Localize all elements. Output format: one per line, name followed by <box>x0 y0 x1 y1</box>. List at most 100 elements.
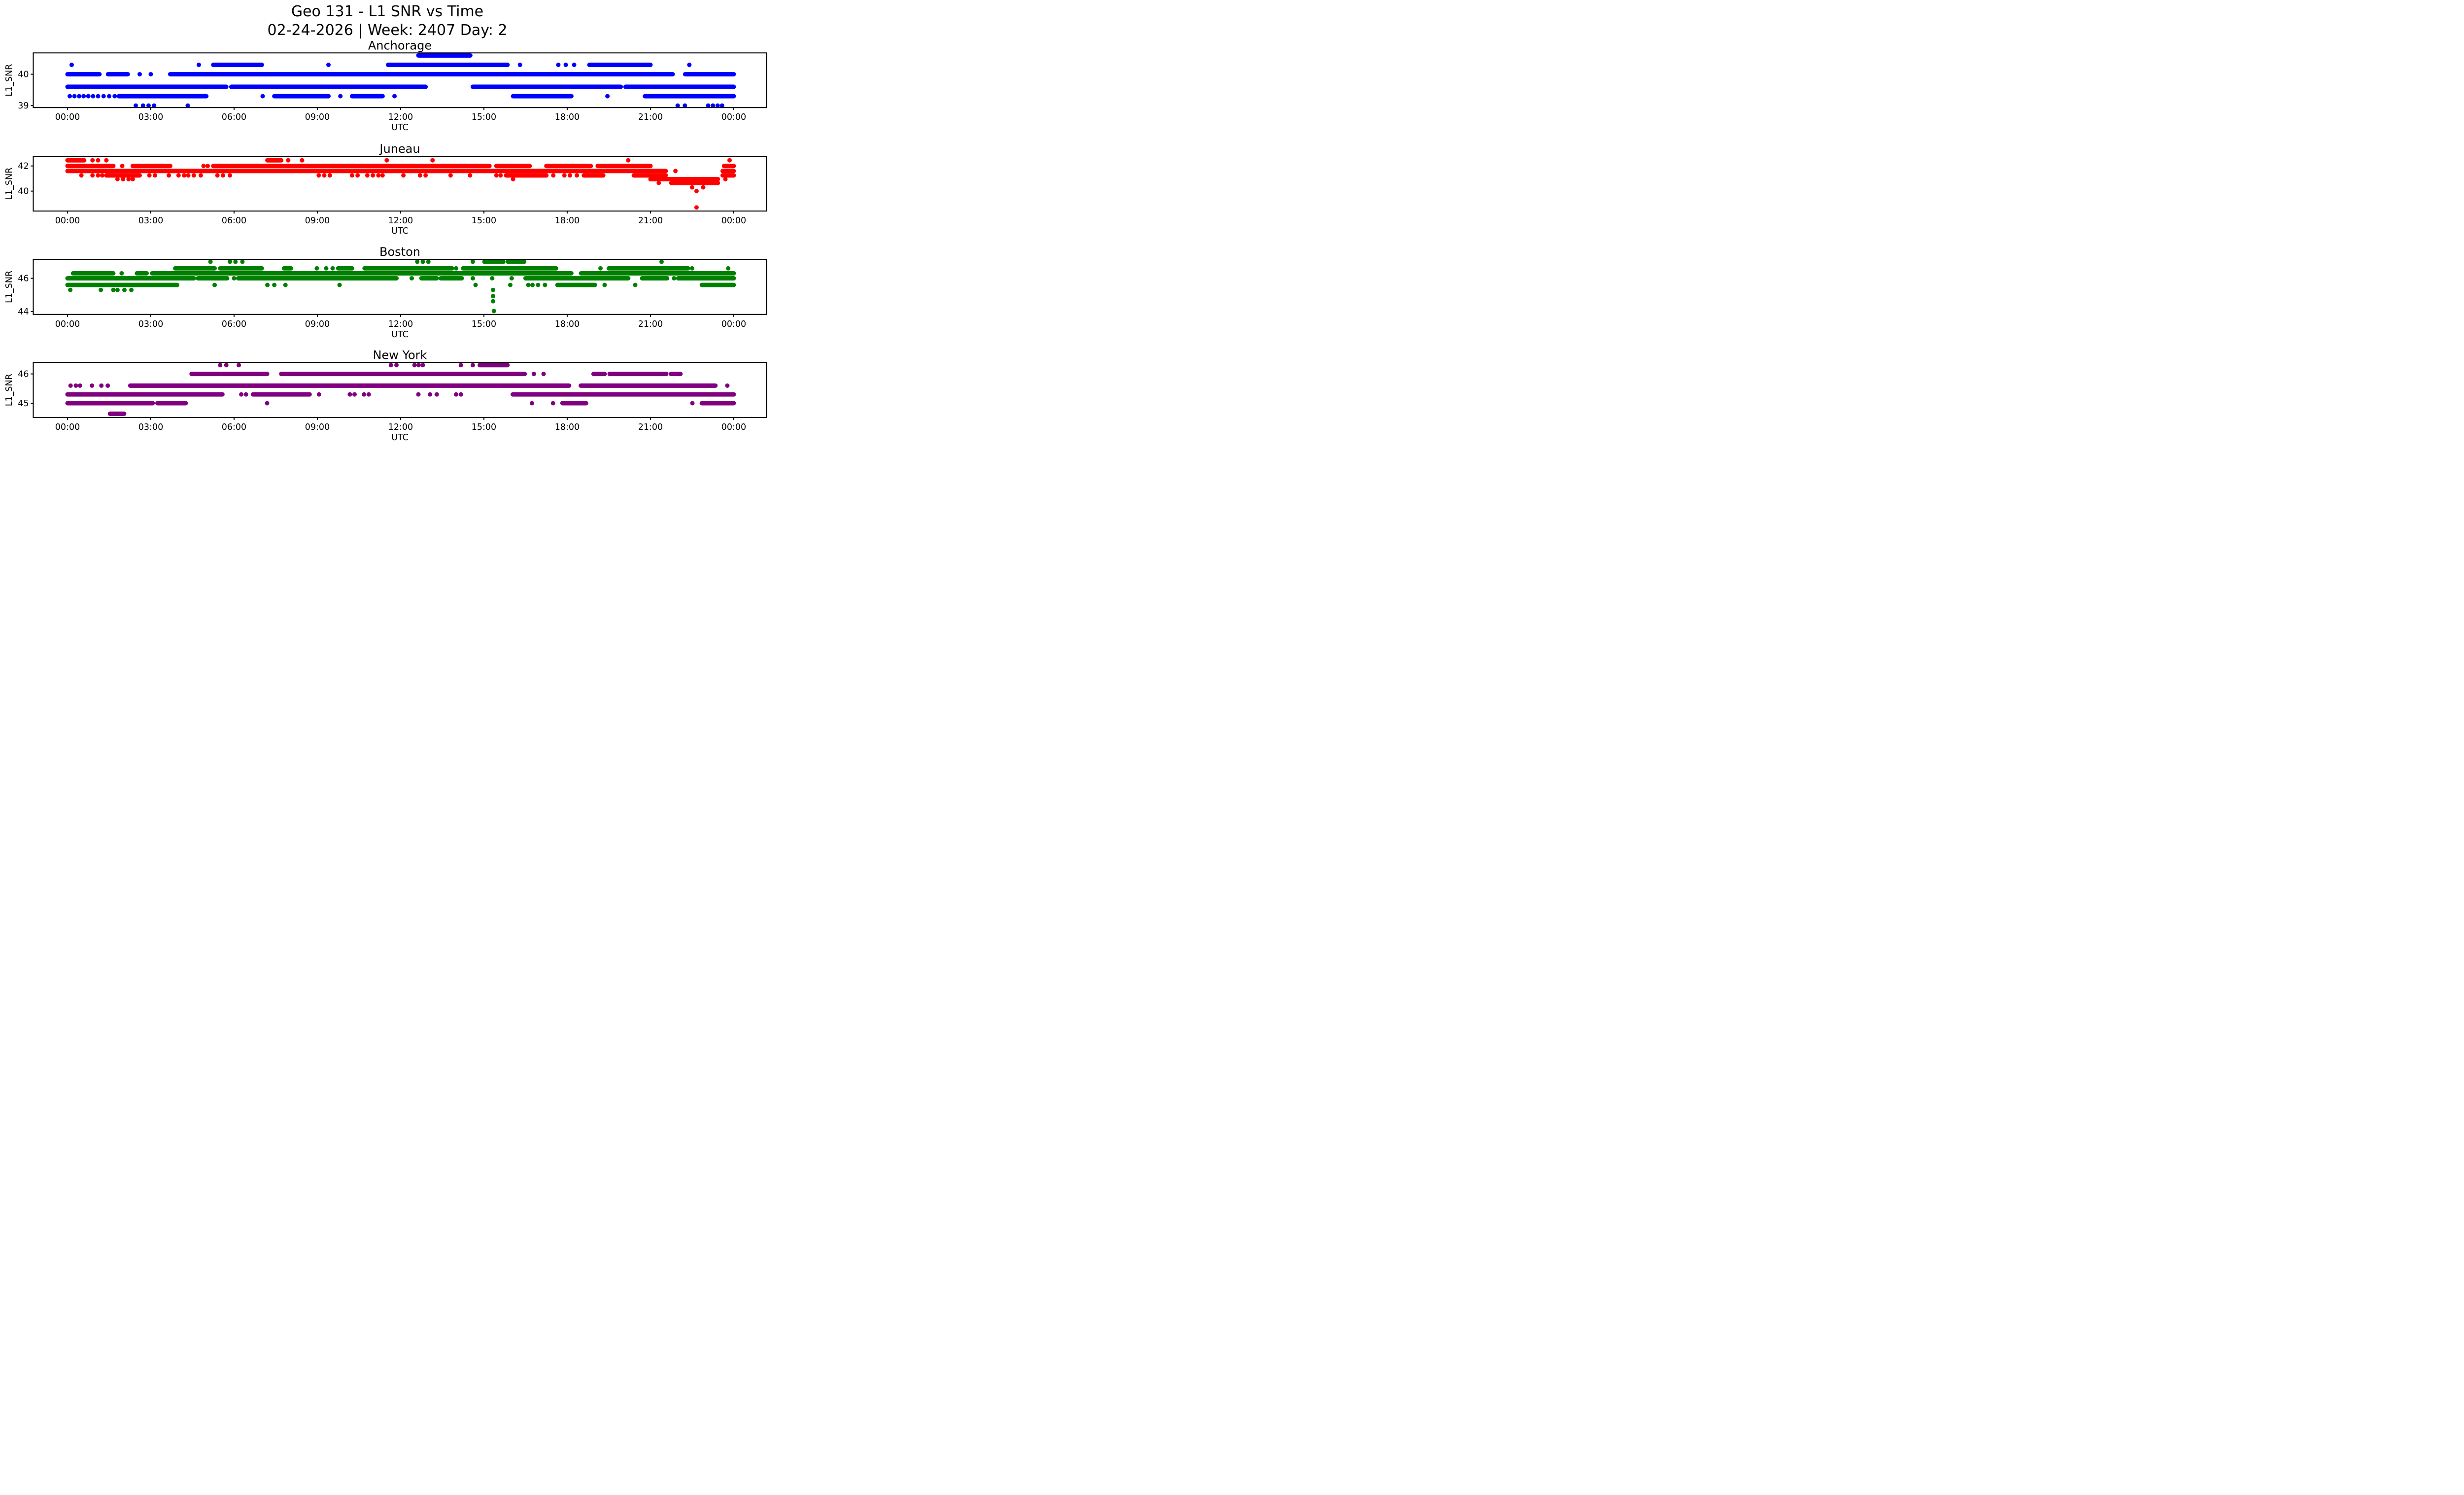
scatter-point <box>458 363 463 368</box>
x-tick-label: 09:00 <box>305 216 330 226</box>
x-tick-label: 00:00 <box>55 422 80 432</box>
scatter-point <box>529 401 534 406</box>
scatter-point <box>633 282 638 287</box>
scatter-point <box>388 363 393 368</box>
scatter-point <box>491 287 496 292</box>
scatter-point <box>491 309 496 313</box>
scatter-point <box>656 180 661 185</box>
scatter-point <box>152 103 157 108</box>
scatter-point <box>415 259 420 264</box>
scatter-point <box>228 173 233 178</box>
scatter-point <box>327 173 332 178</box>
x-tick-label: 09:00 <box>305 422 330 432</box>
scatter-point <box>99 383 104 388</box>
scatter-point <box>551 173 556 178</box>
scatter-point <box>725 383 730 388</box>
x-axis-label-anchorage: UTC <box>391 123 409 133</box>
x-tick-label: 21:00 <box>638 216 663 226</box>
scatter-point <box>324 266 329 271</box>
scatter-point <box>543 282 548 287</box>
scatter-point <box>126 176 131 181</box>
subplot-title-boston: Boston <box>379 245 420 259</box>
x-tick-label: 18:00 <box>555 112 580 122</box>
scatter-point <box>352 392 357 397</box>
scatter-point <box>233 259 238 264</box>
scatter-point <box>366 392 371 397</box>
scatter-point <box>96 158 101 163</box>
axes-frame <box>33 259 767 315</box>
scatter-point <box>152 173 157 178</box>
scatter-point <box>602 282 607 287</box>
scatter-point <box>494 173 499 178</box>
scatter-point <box>134 103 138 108</box>
scatter-point <box>420 259 425 264</box>
x-tick-label: 00:00 <box>55 319 80 329</box>
scatter-point <box>224 363 229 368</box>
scatter-point <box>454 392 459 397</box>
scatter-point <box>511 176 515 181</box>
scatter-point <box>563 63 568 68</box>
x-tick-label: 15:00 <box>472 112 496 122</box>
scatter-point <box>448 173 453 178</box>
y-tick-label: 46 <box>18 370 29 380</box>
x-tick-label: 12:00 <box>388 216 413 226</box>
scatter-point <box>572 63 577 68</box>
scatter-point <box>430 158 435 163</box>
scatter-point <box>423 173 428 178</box>
x-tick-label: 00:00 <box>721 422 746 432</box>
scatter-point <box>99 287 103 292</box>
scatter-point <box>416 392 421 397</box>
x-tick-label: 18:00 <box>555 216 580 226</box>
scatter-point <box>167 173 171 178</box>
scatter-point <box>719 103 724 108</box>
x-tick-label: 15:00 <box>472 319 496 329</box>
x-tick-label: 09:00 <box>305 319 330 329</box>
y-tick-label: 44 <box>18 307 29 317</box>
scatter-point <box>228 259 233 264</box>
x-tick-label: 03:00 <box>138 216 163 226</box>
scatter-point <box>90 383 95 388</box>
scatter-point <box>673 169 678 174</box>
scatter-point <box>79 173 84 178</box>
scatter-point <box>182 173 187 178</box>
scatter-point <box>508 282 513 287</box>
x-tick-label: 18:00 <box>555 319 580 329</box>
x-tick-label: 00:00 <box>721 216 746 226</box>
snr-figure: Geo 131 - L1 SNR vs Time 02-24-2026 | We… <box>4 3 767 443</box>
scatter-point <box>683 103 687 108</box>
scatter-point <box>498 173 503 178</box>
scatter-point <box>598 266 603 271</box>
axes-frame <box>33 362 767 418</box>
x-tick-label: 21:00 <box>638 319 663 329</box>
scatter-point <box>212 282 217 287</box>
scatter-point <box>147 173 152 178</box>
scatter-point <box>148 72 153 77</box>
y-axis-label-anchorage: L1_SNR <box>4 64 14 97</box>
scatter-point <box>726 266 731 271</box>
x-tick-label: 12:00 <box>388 319 413 329</box>
scatter-point <box>394 363 399 368</box>
scatter-point <box>106 94 111 99</box>
scatter-point <box>265 401 270 406</box>
scatter-point <box>428 392 433 397</box>
scatter-point <box>706 103 711 108</box>
scatter-point <box>536 282 541 287</box>
x-tick-label: 18:00 <box>555 422 580 432</box>
x-tick-label: 00:00 <box>55 216 80 226</box>
scatter-point <box>672 276 677 281</box>
scatter-point <box>96 173 101 178</box>
subplot-title-new-york: New York <box>373 348 427 362</box>
subplot-title-anchorage: Anchorage <box>368 38 432 52</box>
x-tick-label: 06:00 <box>222 216 246 226</box>
scatter-point <box>727 158 732 163</box>
scatter-point <box>365 173 370 178</box>
scatter-point <box>322 173 327 178</box>
scatter-point <box>416 363 421 368</box>
scatter-point <box>129 287 134 292</box>
scatter-point <box>69 63 74 68</box>
scatter-point <box>491 299 496 304</box>
scatter-point <box>316 173 321 178</box>
scatter-point <box>412 363 417 368</box>
scatter-point <box>186 173 191 178</box>
scatter-point <box>694 189 699 194</box>
